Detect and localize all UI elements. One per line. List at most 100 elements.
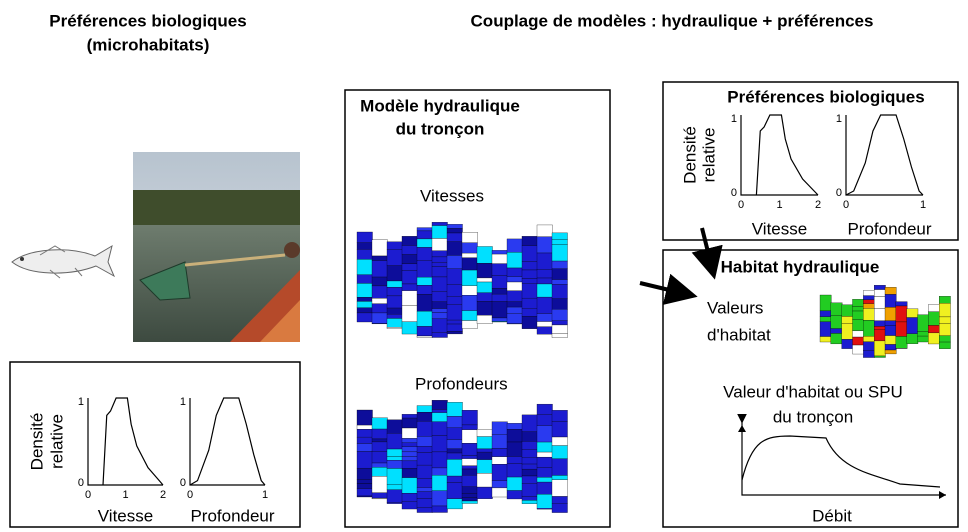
cell [476,486,493,499]
tick-label: 0 [180,477,186,489]
cell [506,306,523,314]
x-label: Vitesse [752,219,807,238]
cell [491,456,508,465]
cell [551,268,568,280]
tick-label: 1 [122,489,128,501]
cell [461,429,478,444]
cell [506,290,523,302]
cell [863,295,875,300]
cell [906,317,919,334]
cell [416,421,433,437]
cell [476,246,493,264]
cell [431,312,448,319]
cell [446,224,463,229]
cell [356,483,373,489]
cell [386,295,403,309]
cell [401,417,418,429]
cell [431,301,448,309]
cell [852,344,864,355]
cell [371,476,388,493]
cell [461,465,478,470]
cell [884,287,897,295]
cell [874,329,886,342]
cell [401,254,418,265]
cell [416,285,433,295]
depth-curve [845,114,924,196]
cell [536,456,553,468]
cell [371,428,388,440]
cell [476,473,493,488]
cell [906,308,919,318]
cell [506,441,523,457]
cell [416,452,433,466]
cell [386,280,403,288]
y-label: relative [47,414,66,469]
cell [386,419,403,434]
cell [874,296,886,309]
cell [536,467,553,478]
right-preference-box [662,81,959,241]
cell [401,414,418,419]
cell [491,250,508,255]
cell [476,292,493,302]
cell [356,231,373,244]
tick-label: 0 [85,489,91,501]
cell [401,456,418,462]
cell [416,247,433,261]
cell [521,283,538,299]
tick-label: 1 [78,396,84,408]
cell [416,326,433,337]
cell [461,310,478,321]
cell [841,323,854,340]
speed-curve [755,114,819,196]
habitat-title: Habitat hydraulique [721,257,880,276]
cell [386,265,403,282]
cell [386,433,403,450]
cell [852,336,864,346]
cell [491,487,508,498]
x-label: Débit [812,506,852,525]
cell [401,236,418,246]
cell [356,297,373,302]
cell [401,468,418,478]
cell [446,402,463,417]
cell [506,490,523,500]
cell [841,304,854,317]
cell [819,316,832,322]
cell [841,316,854,324]
cell [446,482,463,499]
cell [416,238,433,248]
tick-label: 1 [731,113,737,125]
habitat-curve [737,414,946,496]
cell [830,333,843,345]
cell [416,478,433,488]
cell [506,476,523,491]
cell [416,260,433,278]
cell [356,259,373,275]
cell [551,445,568,459]
cell [431,505,448,513]
cell [431,318,448,333]
cell [491,317,508,322]
cell [863,336,875,342]
cell [431,467,448,476]
cell [506,423,523,430]
cell [476,459,493,474]
cell [884,325,897,336]
cell [461,257,478,271]
x-label: Profondeur [847,219,931,238]
cell [431,308,448,313]
photo [133,152,300,342]
cell [371,441,388,452]
cell [852,319,864,332]
cell [386,318,403,328]
cell [431,256,448,263]
cell [461,497,478,502]
cell [521,441,538,450]
cell [476,436,493,450]
cell [431,475,448,491]
cell [863,303,875,309]
cell [371,462,388,468]
cell [416,230,433,240]
cell [431,222,448,226]
